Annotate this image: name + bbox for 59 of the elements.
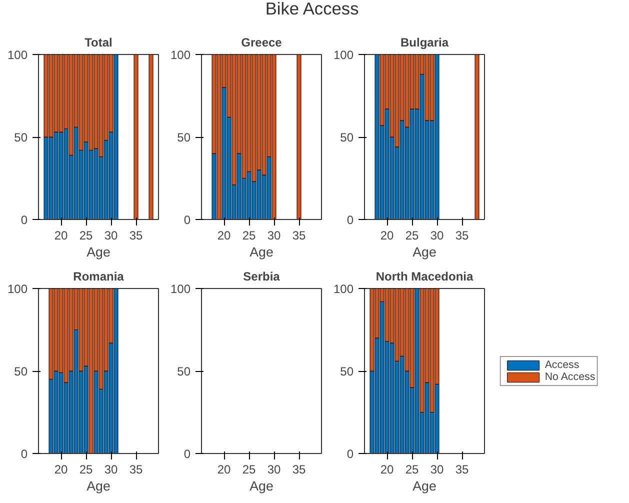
x-tick-label: 35 (292, 462, 306, 476)
x-tick-label: 35 (129, 462, 143, 476)
chart-title: Bulgaria (400, 36, 449, 50)
y-tick-label: 100 (333, 282, 354, 296)
x-axis-title: Age (412, 478, 436, 494)
y-tick-label: 100 (333, 48, 354, 62)
x-tick-label: 25 (79, 228, 93, 242)
x-tick-label: 20 (380, 462, 394, 476)
x-tick-label: 20 (54, 462, 68, 476)
x-tick-label: 35 (292, 228, 306, 242)
x-tick-label: 30 (104, 228, 118, 242)
y-tick-label: 100 (170, 48, 191, 62)
x-axis-title: Age (412, 244, 436, 260)
legend-label: Access (544, 359, 580, 371)
y-tick-label: 100 (170, 282, 191, 296)
y-tick-label: 0 (184, 447, 191, 461)
chart-title: Serbia (243, 270, 280, 284)
chart-title: North Macedonia (376, 270, 474, 284)
y-tick-label: 0 (20, 213, 28, 227)
x-tick-label: 25 (405, 228, 419, 242)
y-tick-label: 50 (177, 364, 191, 378)
y-tick-label: 100 (7, 282, 28, 296)
x-tick-label: 20 (217, 462, 231, 476)
y-tick-label: 0 (20, 447, 28, 461)
y-tick-label: 50 (14, 364, 28, 378)
x-tick-label: 35 (455, 228, 469, 242)
x-axis-title: Age (86, 244, 110, 260)
y-tick-label: 0 (346, 213, 354, 227)
legend-label: No Access (544, 371, 596, 383)
y-tick-label: 0 (184, 213, 191, 227)
y-tick-label: 50 (14, 130, 28, 144)
chart-title: Total (84, 36, 112, 50)
chart-title: Greece (241, 36, 282, 50)
y-tick-label: 0 (346, 447, 354, 461)
y-tick-label: 50 (177, 130, 191, 144)
x-axis-title: Age (250, 244, 274, 260)
x-tick-label: 20 (380, 228, 394, 242)
x-tick-label: 25 (242, 228, 256, 242)
x-tick-label: 25 (405, 462, 419, 476)
x-tick-label: 30 (430, 462, 444, 476)
x-axis-title: Age (250, 478, 274, 494)
y-tick-label: 100 (7, 48, 28, 62)
bar (474, 54, 480, 220)
x-tick-label: 20 (54, 228, 68, 242)
x-tick-label: 25 (242, 462, 256, 476)
x-tick-label: 30 (267, 228, 281, 242)
x-tick-label: 25 (79, 462, 93, 476)
bar (148, 54, 154, 220)
x-tick-label: 20 (217, 228, 231, 242)
x-tick-label: 30 (104, 462, 118, 476)
x-tick-label: 35 (129, 228, 143, 242)
y-tick-label: 50 (340, 130, 354, 144)
x-tick-label: 30 (430, 228, 444, 242)
x-tick-label: 35 (455, 462, 469, 476)
chart-title: Romania (73, 270, 124, 284)
text: Bike Access (265, 0, 360, 18)
y-tick-label: 50 (340, 364, 354, 378)
x-axis-title: Age (86, 478, 110, 494)
x-tick-label: 30 (267, 462, 281, 476)
